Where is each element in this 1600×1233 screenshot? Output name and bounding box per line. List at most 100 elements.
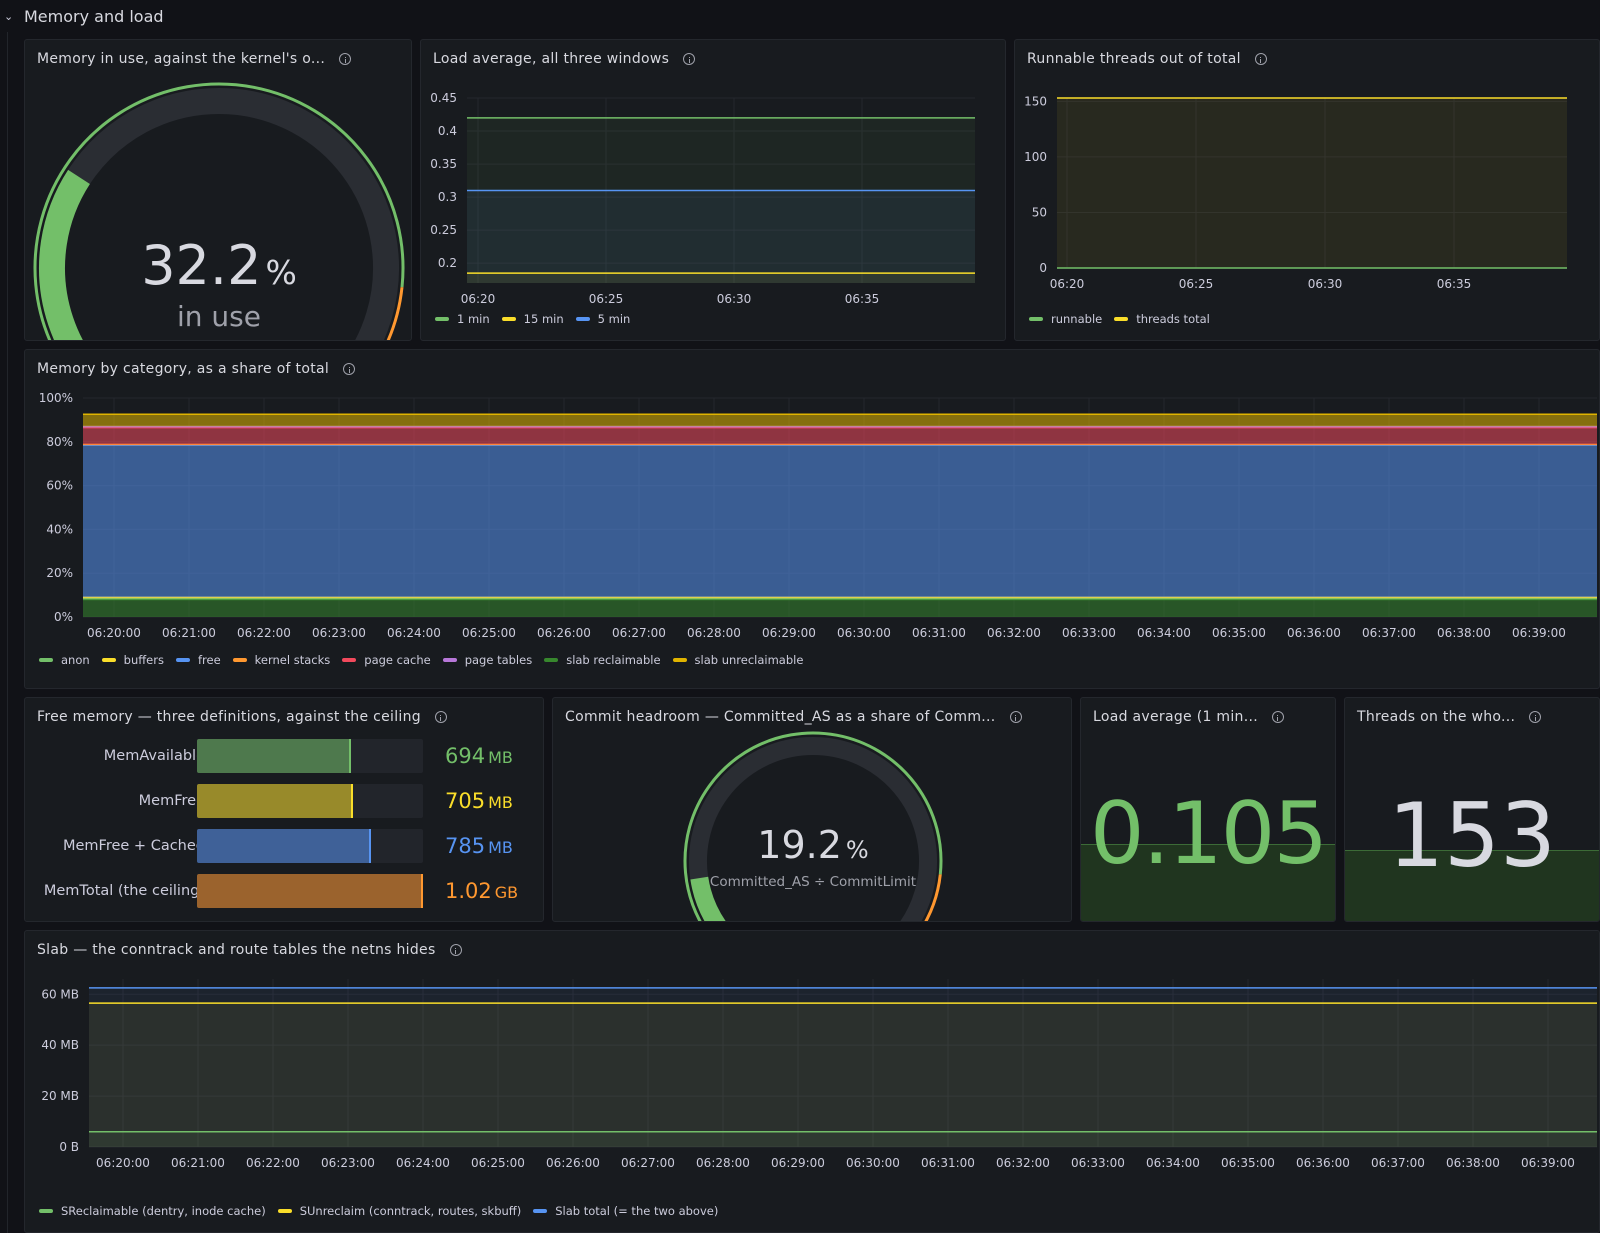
x-tick-label: 06:33:00: [1071, 1156, 1125, 1170]
info-icon[interactable]: [343, 363, 356, 375]
legend-swatch: [533, 1209, 548, 1213]
info-icon[interactable]: [1529, 711, 1542, 723]
bar-gauge-cap: [350, 784, 353, 818]
legend-item[interactable]: Slab total (= the two above): [533, 1204, 718, 1218]
legend-item[interactable]: 1 min: [435, 312, 490, 326]
series-fill: [467, 117, 975, 283]
legend-item[interactable]: anon: [39, 653, 90, 667]
info-icon[interactable]: [683, 53, 696, 65]
legend-item[interactable]: 5 min: [575, 312, 631, 326]
panel-title: Memory by category, as a share of total: [37, 361, 330, 377]
panel-title: Memory in use, against the kernel's o...: [37, 51, 326, 67]
x-tick-label: 06:35: [845, 292, 880, 306]
x-tick-label: 06:39:00: [1521, 1156, 1575, 1170]
series-fill: [89, 1003, 1597, 1147]
gauge-value-arc: [690, 876, 726, 921]
bar-gauge-track: [197, 784, 423, 818]
legend-item[interactable]: SUnreclaim (conntrack, routes, skbuff): [277, 1204, 521, 1218]
legend-label: 1 min: [457, 312, 490, 326]
legend-item[interactable]: 15 min: [501, 312, 564, 326]
legend-label: free: [197, 653, 221, 667]
legend-item[interactable]: buffers: [101, 653, 164, 667]
threshold-arc-green: [683, 731, 943, 921]
area-slab-unreclaimable: [83, 414, 1597, 427]
y-tick-label: 0: [1039, 261, 1047, 275]
free-memory-panel[interactable]: Free memory — three definitions, against…: [24, 697, 544, 922]
gauge-value-arc: [39, 169, 90, 340]
legend-label: page cache: [364, 653, 431, 667]
slab-panel[interactable]: Slab — the conntrack and route tables th…: [24, 930, 1600, 1233]
x-tick-label: 06:25: [1179, 277, 1214, 291]
legend-swatch: [101, 658, 116, 662]
legend-item[interactable]: runnable: [1029, 312, 1102, 326]
legend-swatch: [1114, 317, 1129, 321]
legend-item[interactable]: kernel stacks: [232, 653, 330, 667]
info-icon[interactable]: [434, 711, 447, 723]
runnable-threads-panel[interactable]: Runnable threads out of total 0 50 100 150 0…: [1014, 39, 1600, 341]
x-tick-label: 06:34:00: [1137, 626, 1191, 640]
x-tick-label: 06:20: [461, 292, 496, 306]
legend-swatch: [277, 1209, 292, 1213]
legend-item[interactable]: page cache: [342, 653, 431, 667]
load-average-panel[interactable]: Load average, all three windows 0.2 0.25 0…: [420, 39, 1006, 341]
legend-item[interactable]: slab unreclaimable: [672, 653, 804, 667]
legend-swatch: [39, 1209, 53, 1213]
x-tick-label: 06:33:00: [1062, 626, 1116, 640]
threshold-arc-orange: [386, 287, 404, 340]
legend-label: slab unreclaimable: [694, 653, 804, 667]
x-tick-label: 06:31:00: [921, 1156, 975, 1170]
y-tick-label: 0%: [54, 610, 73, 624]
legend-label: slab reclaimable: [566, 653, 661, 667]
row-header[interactable]: ⌄ Memory and load: [0, 0, 1600, 32]
x-tick-label: 06:34:00: [1146, 1156, 1200, 1170]
legend-label: buffers: [123, 653, 164, 667]
x-tick-label: 06:20:00: [87, 626, 141, 640]
legend-item[interactable]: SReclaimable (dentry, inode cache): [39, 1204, 266, 1218]
commit-headroom-panel[interactable]: Commit headroom — Committed_AS as a shar…: [552, 697, 1072, 922]
info-icon[interactable]: [1254, 53, 1267, 65]
legend-item[interactable]: slab reclaimable: [544, 653, 661, 667]
x-tick-label: 06:23:00: [321, 1156, 375, 1170]
bar-gauge-label: MemAvailable: [103, 748, 205, 764]
series-fill: [467, 273, 975, 283]
threads-stat-panel[interactable]: Threads on the who... 153: [1344, 697, 1600, 922]
x-tick-label: 06:28:00: [696, 1156, 750, 1170]
y-tick-label: 0.3: [438, 190, 457, 204]
bar-gauge-fill: [197, 829, 372, 863]
x-tick-label: 06:24:00: [396, 1156, 450, 1170]
series-fill: [467, 190, 975, 283]
legend-swatch: [232, 658, 247, 662]
bar-gauge-fill: [197, 874, 423, 908]
bar-gauge-cap: [348, 739, 351, 773]
memory-by-category-panel[interactable]: Memory by category, as a share of total …: [24, 349, 1600, 689]
legend-swatch: [175, 658, 190, 662]
x-tick-label: 06:22:00: [237, 626, 291, 640]
load-average-stat-panel[interactable]: Load average (1 min... 0.105: [1080, 697, 1336, 922]
chevron-down-icon[interactable]: ⌄: [4, 9, 14, 23]
y-tick-label: 60 MB: [41, 987, 79, 1001]
series-fill: [1057, 98, 1567, 268]
info-icon[interactable]: [1009, 711, 1022, 723]
sparkline-area: [1081, 844, 1335, 921]
legend-item[interactable]: threads total: [1114, 312, 1210, 326]
legend-item[interactable]: page tables: [442, 653, 532, 667]
memory-in-use-panel[interactable]: Memory in use, against the kernel's o...…: [24, 39, 412, 341]
y-tick-label: 80%: [46, 435, 73, 449]
info-icon[interactable]: [1271, 711, 1284, 723]
x-tick-label: 06:38:00: [1446, 1156, 1500, 1170]
legend-swatch: [501, 317, 516, 321]
x-tick-label: 06:30: [1308, 277, 1343, 291]
legend-item[interactable]: free: [175, 653, 221, 667]
x-tick-label: 06:37:00: [1371, 1156, 1425, 1170]
info-icon[interactable]: [339, 53, 352, 65]
area-free: [83, 445, 1597, 598]
threshold-arc-green: [33, 82, 405, 340]
x-tick-label: 06:21:00: [162, 626, 216, 640]
info-icon[interactable]: [449, 944, 462, 956]
legend-swatch: [575, 317, 590, 321]
y-tick-label: 0.4: [438, 124, 457, 138]
area-slab-reclaimable: [83, 599, 1597, 617]
panel-title: Slab — the conntrack and route tables th…: [37, 942, 436, 958]
legend-label: 5 min: [597, 312, 631, 326]
legend-label: anon: [61, 653, 90, 667]
